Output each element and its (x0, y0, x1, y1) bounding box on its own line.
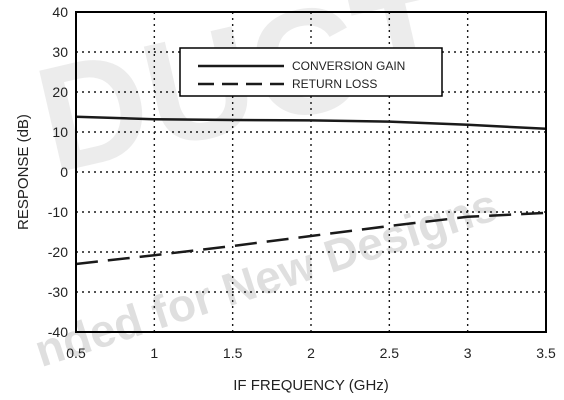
x-tick-label: 3 (464, 345, 472, 361)
series-line-return-loss (75, 211, 547, 266)
legend-label-conversion-gain: CONVERSION GAIN (292, 59, 405, 73)
plot-frame (75, 11, 547, 333)
y-tick-label: 10 (52, 124, 68, 140)
y-tick-label: -10 (48, 204, 68, 220)
grid (76, 12, 546, 332)
y-axis-label: RESPONSE (dB) (15, 114, 32, 230)
x-tick-label: 2.5 (380, 345, 400, 361)
watermark: DUCT (22, 0, 466, 205)
x-tick-label: 1 (150, 345, 158, 361)
series-line-conversion-gain (75, 115, 547, 131)
x-tick-label: 2 (307, 345, 315, 361)
legend-label-return-loss: RETURN LOSS (292, 77, 377, 91)
watermark-large-text: DUCT (22, 0, 466, 205)
y-tick-label: -20 (48, 244, 68, 260)
watermark-small: nded for New Designs (28, 178, 504, 377)
x-axis-label: IF FREQUENCY (GHz) (233, 377, 389, 394)
x-tick-label: 0.5 (66, 345, 86, 361)
legend: CONVERSION GAIN RETURN LOSS (179, 47, 443, 97)
y-tick-label: 20 (52, 84, 68, 100)
y-tick-label: 40 (52, 4, 68, 20)
x-tick-label: 3.5 (536, 345, 556, 361)
watermark-small-text: nded for New Designs (28, 178, 504, 377)
y-tick-label: 0 (60, 164, 68, 180)
y-tick-label: -30 (48, 284, 68, 300)
series-layer (75, 115, 547, 266)
y-tick-label: -40 (48, 324, 68, 340)
legend-box (179, 47, 443, 97)
y-tick-label: 30 (52, 44, 68, 60)
tick-labels: 0.5 1 1.5 2 2.5 3 3.5 40 30 20 10 0 -10 -20 -30 -40 (48, 4, 556, 361)
x-tick-label: 1.5 (223, 345, 243, 361)
